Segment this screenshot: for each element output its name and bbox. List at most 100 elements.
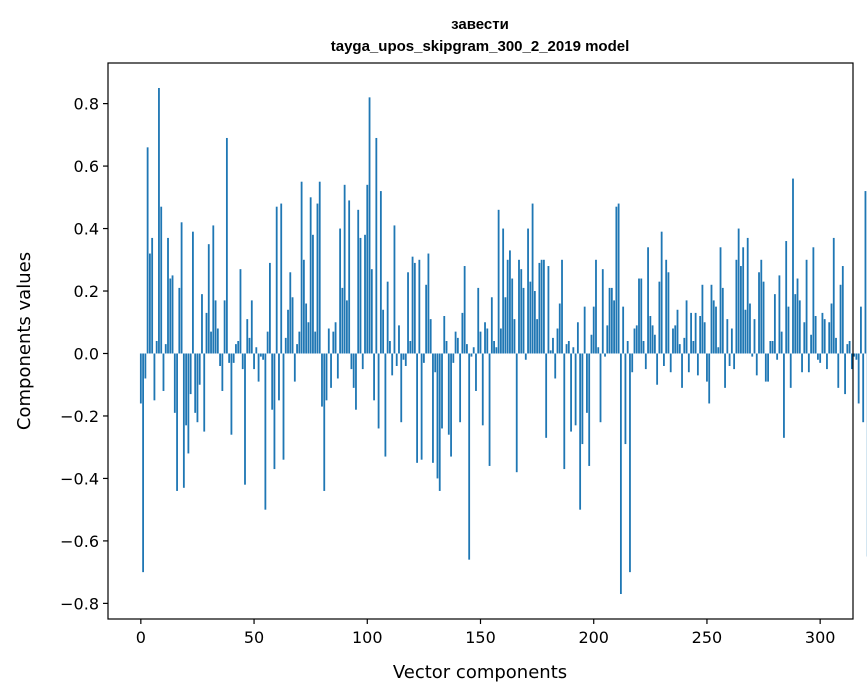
bar	[626, 341, 629, 354]
bar	[271, 353, 274, 410]
bar	[780, 331, 783, 354]
bars-group	[139, 87, 867, 595]
bar	[192, 231, 194, 354]
bar	[733, 353, 736, 370]
bar	[710, 284, 713, 354]
bar	[665, 259, 668, 354]
bar	[142, 353, 144, 573]
bar	[830, 303, 833, 354]
bar	[282, 353, 285, 460]
bar	[194, 353, 197, 413]
bar	[436, 353, 439, 479]
bar	[841, 266, 844, 354]
bar	[490, 297, 493, 354]
bar	[481, 353, 484, 426]
bar	[567, 341, 570, 354]
bar	[801, 353, 803, 373]
bar	[185, 353, 188, 426]
bar	[696, 353, 699, 376]
bar	[212, 225, 215, 354]
bar	[805, 259, 808, 354]
bar	[810, 334, 813, 354]
bar	[343, 184, 346, 354]
bar	[216, 328, 219, 354]
bar	[438, 353, 441, 491]
bar	[751, 353, 754, 357]
bar	[477, 287, 480, 354]
bar	[280, 203, 283, 354]
bar	[708, 353, 711, 404]
bar	[574, 353, 577, 426]
bar	[692, 341, 695, 354]
bar	[144, 353, 147, 379]
bar	[413, 262, 416, 354]
x-tick-label: 200	[578, 628, 609, 647]
bar	[266, 331, 269, 354]
y-axis-label: Components values	[14, 252, 35, 430]
bar	[203, 353, 206, 432]
bar	[850, 353, 853, 370]
bar	[232, 353, 235, 363]
bar	[506, 259, 509, 354]
bar	[674, 325, 677, 354]
bar	[753, 319, 756, 354]
bar	[497, 209, 500, 354]
bar	[690, 312, 692, 354]
bar	[402, 353, 405, 360]
bar	[472, 347, 475, 354]
bar	[821, 312, 824, 354]
x-axis-ticks: 0 50 100 150 200 250 300	[136, 619, 835, 647]
bar	[755, 353, 758, 376]
bar	[305, 303, 308, 354]
bar	[411, 256, 414, 354]
bar	[826, 353, 828, 370]
bar	[205, 312, 208, 354]
bar	[556, 328, 559, 354]
bar	[210, 331, 212, 354]
bar	[839, 284, 842, 354]
bar	[182, 353, 185, 488]
bar	[269, 262, 271, 354]
bar	[789, 353, 792, 388]
bar	[176, 353, 178, 491]
bar	[198, 353, 201, 385]
bar	[579, 353, 582, 510]
bar	[223, 300, 226, 354]
bar	[832, 237, 835, 354]
bar	[160, 206, 163, 354]
bar	[572, 347, 575, 354]
bar	[488, 353, 491, 466]
bar	[823, 319, 826, 354]
bar	[540, 259, 543, 354]
bar	[300, 181, 303, 354]
bar	[486, 328, 489, 354]
bar	[549, 350, 552, 354]
bar	[207, 244, 210, 354]
bar	[667, 272, 670, 354]
bar	[644, 353, 647, 370]
bar	[318, 181, 321, 354]
bar	[864, 191, 867, 354]
bar	[309, 197, 312, 354]
bar	[538, 262, 541, 354]
bar	[330, 353, 332, 388]
bar	[608, 287, 611, 354]
bar	[257, 353, 260, 382]
bar	[699, 316, 702, 354]
bar	[622, 306, 625, 354]
bar	[758, 272, 760, 354]
bar	[846, 344, 849, 354]
bar	[384, 353, 387, 457]
bar	[740, 266, 742, 354]
bar	[635, 325, 638, 354]
bar	[604, 353, 606, 357]
bar	[375, 137, 378, 354]
bar	[391, 353, 394, 376]
y-tick-label: 0.4	[74, 220, 99, 239]
x-tick-label: 100	[352, 628, 383, 647]
bar	[169, 278, 172, 354]
bar	[422, 353, 425, 363]
bar	[513, 319, 516, 354]
chart-title-line-1: завести	[451, 16, 509, 33]
bar	[658, 281, 661, 354]
